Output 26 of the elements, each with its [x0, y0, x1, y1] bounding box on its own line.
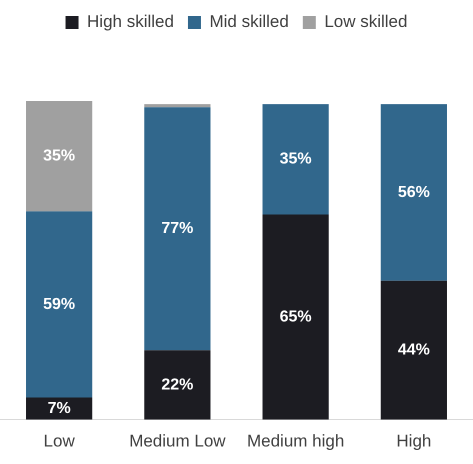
data-label: 65% [280, 308, 312, 326]
legend-label: High skilled [87, 12, 174, 32]
x-tick-label: High [396, 431, 432, 450]
bar [262, 214, 329, 420]
bar [26, 211, 92, 398]
data-label: 35% [43, 148, 76, 165]
data-label: 44% [398, 342, 430, 359]
bar [26, 100, 92, 212]
data-label: 59% [43, 296, 76, 313]
legend-label: Mid skilled [209, 12, 289, 32]
bar [144, 107, 210, 350]
data-label: 22% [161, 376, 194, 394]
data-label: 56% [398, 184, 430, 201]
x-tick-label: Low [44, 431, 76, 450]
data-label: 7% [48, 400, 71, 417]
bar [144, 350, 210, 420]
bar [380, 104, 447, 281]
x-tick-label: Medium Low [129, 431, 226, 450]
legend-label: Low skilled [324, 12, 408, 32]
data-label: 35% [280, 150, 312, 168]
bar [380, 280, 447, 420]
bar [144, 104, 210, 108]
x-tick-label: Medium high [246, 431, 344, 450]
data-label: 77% [161, 220, 194, 238]
bar [26, 398, 92, 420]
bar [262, 104, 329, 215]
